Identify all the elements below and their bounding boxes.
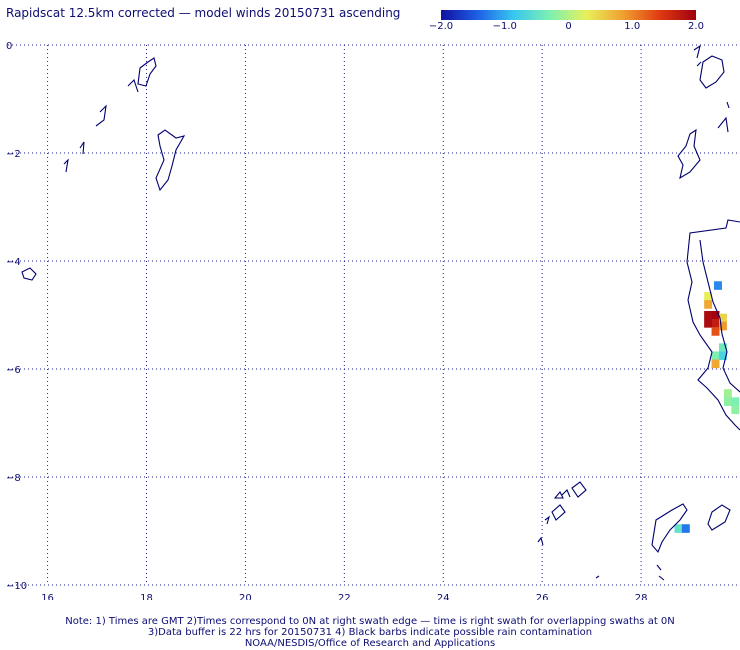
footer-notes: Note: 1) Times are GMT 2)Times correspon… — [0, 616, 740, 649]
lat-lon-grid — [8, 45, 740, 585]
longitude-tick-label: 16 — [41, 593, 54, 600]
wind-cells — [674, 281, 739, 533]
wind-cell — [674, 524, 682, 533]
longitude-tick-label: 18 — [140, 593, 153, 600]
latitude-tick-label: −10 — [6, 581, 27, 592]
wetland-4 — [80, 142, 84, 154]
wetland-3 — [96, 106, 106, 126]
longitude-tick-label: 24 — [437, 593, 450, 600]
longitude-tick-label: 22 — [338, 593, 351, 600]
lake-kivu — [678, 130, 700, 178]
wind-cell — [714, 281, 722, 290]
lake-bangweulu — [708, 505, 730, 530]
small-lake-5 — [562, 490, 570, 497]
shore-fragment-2 — [694, 46, 700, 58]
wind-map: 16 18 20 22 24 26 28 0 −2 −4 −6 −8 −10 — [0, 0, 740, 600]
footer-note-line-1: Note: 1) Times are GMT 2)Times correspon… — [0, 616, 740, 627]
longitude-tick-label: 28 — [635, 593, 648, 600]
lake-fragments — [657, 565, 664, 580]
wind-cell — [731, 405, 739, 414]
wind-cell — [704, 319, 712, 328]
latitude-tick-label: −2 — [6, 149, 21, 160]
wind-cell — [724, 397, 732, 406]
small-lake-4 — [545, 517, 549, 524]
small-lake-2 — [572, 482, 586, 497]
small-lake-west — [22, 268, 36, 280]
wind-cell — [712, 351, 720, 360]
wind-cell — [712, 319, 720, 328]
wind-cell — [712, 360, 720, 369]
wetland-5 — [64, 160, 68, 172]
latitude-tick-label: −6 — [6, 365, 21, 376]
shore-fragment-4 — [727, 102, 729, 108]
latitude-tick-label: −4 — [6, 257, 21, 268]
wind-cell — [724, 389, 732, 398]
latitude-tick-label: 0 — [6, 41, 12, 52]
latitude-tick-label: −8 — [6, 473, 21, 484]
wind-cell — [704, 311, 712, 320]
axis-tick-labels: 16 18 20 22 24 26 28 0 −2 −4 −6 −8 −10 — [6, 41, 647, 600]
small-lake-3 — [552, 505, 565, 520]
small-lake-1 — [555, 492, 563, 498]
footer-credit: NOAA/NESDIS/Office of Research and Appli… — [0, 638, 740, 649]
wind-cell — [704, 300, 712, 309]
shore-fragment-3 — [697, 62, 701, 66]
small-lake-7 — [596, 576, 599, 578]
longitude-tick-label: 26 — [536, 593, 549, 600]
wind-cell — [712, 327, 720, 336]
coastlines — [22, 46, 740, 580]
footer-note-line-2: 3)Data buffer is 22 hrs for 20150731 4) … — [0, 627, 740, 638]
small-lake-6 — [538, 538, 543, 545]
shore-fragment-1 — [718, 118, 728, 132]
lake-kivu-north — [700, 56, 724, 88]
wind-cell — [682, 524, 690, 533]
longitude-tick-label: 20 — [239, 593, 252, 600]
wetland-1 — [138, 58, 156, 86]
wind-cell — [731, 397, 739, 406]
wetland-6 — [156, 130, 184, 190]
wetland-2 — [128, 80, 138, 92]
